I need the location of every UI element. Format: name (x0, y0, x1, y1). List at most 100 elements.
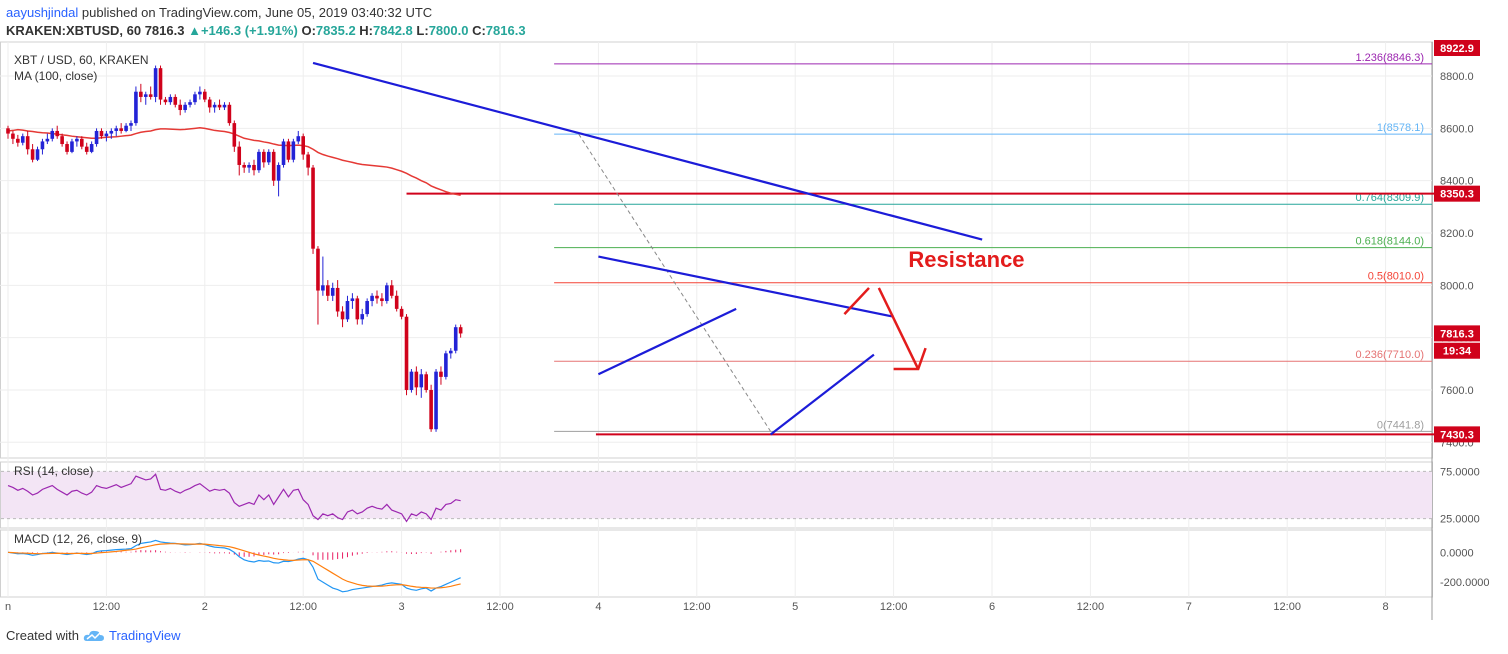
candle-body (365, 301, 369, 315)
candle-body (340, 311, 345, 320)
publish-info: aayushjindal published on TradingView.co… (6, 5, 432, 20)
candle-body (183, 104, 187, 111)
candle-body (276, 164, 281, 181)
candle-body (222, 104, 227, 108)
candle-body (75, 138, 79, 142)
candle-body (380, 298, 384, 302)
x-tick-label: 3 (399, 601, 405, 613)
candle-body (35, 149, 40, 160)
last-price: 7816.3 (144, 23, 185, 38)
rsi-band (1, 471, 1432, 519)
candle-body (409, 371, 414, 390)
candle-body (335, 287, 340, 312)
candle-body (281, 141, 286, 165)
created-with-text: Created with (6, 628, 79, 643)
candle-body (203, 91, 207, 100)
candle-body (266, 151, 271, 163)
open-label: O: (301, 23, 316, 38)
candle-body (286, 141, 291, 160)
macd-tick-label: -200.0000 (1440, 577, 1490, 589)
open-value: 7835.2 (315, 23, 356, 38)
candle-body (94, 130, 99, 145)
legend-symbol: XBT / USD, 60, KRAKEN (14, 53, 149, 67)
price-label-text: 8350.3 (1440, 189, 1474, 201)
legend-ma: MA (100, close) (14, 69, 97, 83)
price-label-bg (1434, 40, 1480, 56)
candle-body (394, 295, 399, 309)
candle-body (291, 141, 296, 160)
candle-body (257, 151, 261, 171)
candle-body (247, 164, 251, 168)
candle-body (11, 133, 15, 139)
candle-body (453, 327, 458, 351)
candle-body (193, 94, 197, 103)
candle-body (424, 374, 428, 390)
author-link[interactable]: aayushjindal (6, 5, 79, 20)
candle-body (360, 314, 365, 320)
candle-body (296, 136, 301, 142)
price-label-bg (1434, 426, 1480, 443)
price-label-text: 7430.3 (1440, 429, 1474, 441)
fib-level-label: 1(8578.1) (1377, 122, 1424, 134)
candle-body (45, 138, 50, 142)
candle-body (252, 164, 256, 171)
y-tick-label: 8200.0 (1440, 228, 1474, 240)
ohlc-bar: KRAKEN:XBTUSD, 60 7816.3 ▲+146.3 (+1.91%… (6, 23, 526, 38)
candle-body (99, 130, 104, 137)
x-tick-label: 8 (1383, 601, 1389, 613)
trend-line (769, 353, 875, 436)
candle-body (217, 104, 222, 108)
price-label-bg (1434, 342, 1480, 359)
symbol-label: KRAKEN:XBTUSD, 60 (6, 23, 142, 38)
candle-body (237, 146, 242, 165)
candle-body (262, 151, 266, 163)
candle-body (129, 123, 133, 126)
down-arrow-head (893, 347, 927, 371)
footer: Created with TradingView (6, 628, 181, 643)
candle-body (389, 285, 394, 296)
candle-body (168, 96, 173, 103)
candle-body (84, 146, 89, 152)
candle-body (434, 371, 438, 430)
rsi-level-label: 25.0000 (1440, 514, 1480, 526)
candle-body (399, 308, 404, 317)
candle-body (20, 136, 25, 143)
low-label: L: (416, 23, 429, 38)
candle-body (143, 94, 148, 97)
candle-body (139, 91, 143, 97)
candle-body (316, 248, 320, 291)
candle-body (30, 149, 35, 160)
price-chart[interactable]: n 12:00 2 12:00 3 12:00 4 12:00 5 12:00 6 12:00 7 12:… (0, 40, 1508, 620)
candle-body (104, 133, 109, 137)
candle-body (50, 130, 55, 139)
candle-body (301, 136, 305, 155)
candle-body (385, 285, 389, 302)
up-triangle-icon: ▲ (188, 23, 201, 38)
macd-legend: MACD (12, 26, close, 9) (14, 532, 142, 546)
candle-body (345, 301, 350, 320)
y-tick-label: 8800.0 (1440, 71, 1474, 83)
candle-body (330, 287, 335, 296)
x-tick-label: 12:00 (683, 601, 711, 613)
candle-body (350, 298, 355, 302)
high-value: 7842.8 (373, 23, 413, 38)
main-pane-border (0, 41, 1433, 459)
candle-body (124, 125, 128, 131)
candle-body (70, 141, 74, 152)
x-tick-label: n (5, 601, 11, 613)
macd-signal-line (7, 543, 461, 589)
rsi-level-label: 75.0000 (1440, 466, 1480, 478)
candle-body (148, 94, 153, 97)
candle-body (458, 327, 463, 334)
candle-body (429, 389, 433, 430)
publish-text: published on TradingView.com, June 05, 2… (81, 5, 433, 20)
rsi-line (7, 473, 461, 523)
high-label: H: (359, 23, 374, 38)
x-tick-label: 12:00 (93, 601, 121, 613)
trend-line (312, 61, 983, 241)
candle-body (444, 353, 448, 377)
candle-body (60, 136, 64, 145)
tradingview-brand[interactable]: TradingView (108, 628, 181, 643)
y-tick-label: 8600.0 (1440, 123, 1474, 135)
candle-body (178, 104, 182, 111)
